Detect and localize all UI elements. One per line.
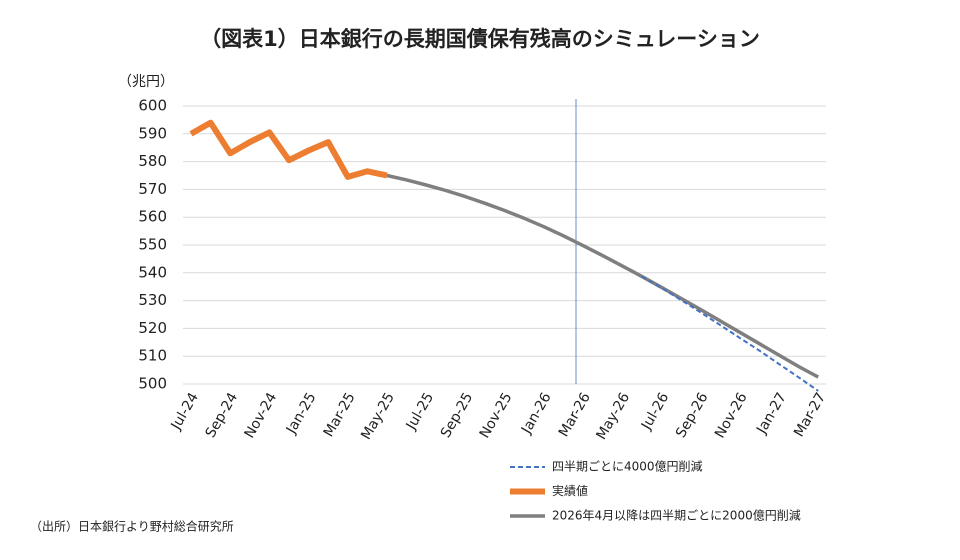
y-tick-label: 550	[138, 236, 167, 254]
x-tick-label: Mar-25	[321, 390, 359, 440]
x-tick-label: Jan-27	[753, 390, 790, 437]
legend-label: 四半期ごとに4000億円削減	[552, 459, 703, 474]
x-tick-label: Sep-26	[673, 390, 712, 441]
x-tick-label: Sep-24	[203, 390, 242, 441]
y-tick-label: 520	[138, 319, 167, 337]
x-tick-label: Nov-26	[712, 390, 751, 441]
x-tick-label: May-25	[358, 390, 398, 443]
x-tick-label: Nov-24	[242, 390, 281, 441]
x-tick-label: Sep-25	[438, 390, 476, 441]
y-tick-label: 570	[138, 180, 167, 198]
y-tick-label: 560	[138, 208, 167, 226]
y-tick-label: 540	[138, 263, 167, 281]
y-tick-label: 530	[138, 291, 167, 309]
y-tick-label: 500	[138, 375, 167, 393]
chart-title: （図表1）日本銀行の長期国債保有残高のシミュレーション	[200, 27, 760, 51]
source-note: （出所）日本銀行より野村総合研究所	[30, 519, 234, 534]
x-tick-label: Nov-25	[477, 390, 516, 441]
y-tick-label: 600	[138, 97, 167, 115]
y-tick-label: 590	[138, 124, 167, 142]
y-tick-label: 510	[138, 347, 167, 365]
x-tick-label: Mar-26	[556, 390, 594, 440]
x-tick-label: Jul-26	[638, 390, 672, 433]
y-axis-label: （兆円）	[118, 74, 174, 90]
y-tick-label: 580	[138, 152, 167, 170]
x-tick-label: Jan-25	[283, 390, 320, 437]
series-line	[189, 119, 388, 180]
series-line	[386, 173, 820, 379]
legend-label: 実績値	[552, 483, 588, 498]
x-tick-label: Jul-24	[168, 390, 202, 433]
legend-label: 2026年4月以降は四半期ごとに2000億円削減	[552, 508, 801, 523]
x-tick-label: Mar-27	[791, 390, 829, 440]
x-tick-label: Jul-25	[403, 390, 437, 433]
x-tick-label: Jan-26	[518, 390, 555, 437]
series-line	[641, 275, 819, 392]
x-tick-label: May-26	[593, 390, 633, 443]
